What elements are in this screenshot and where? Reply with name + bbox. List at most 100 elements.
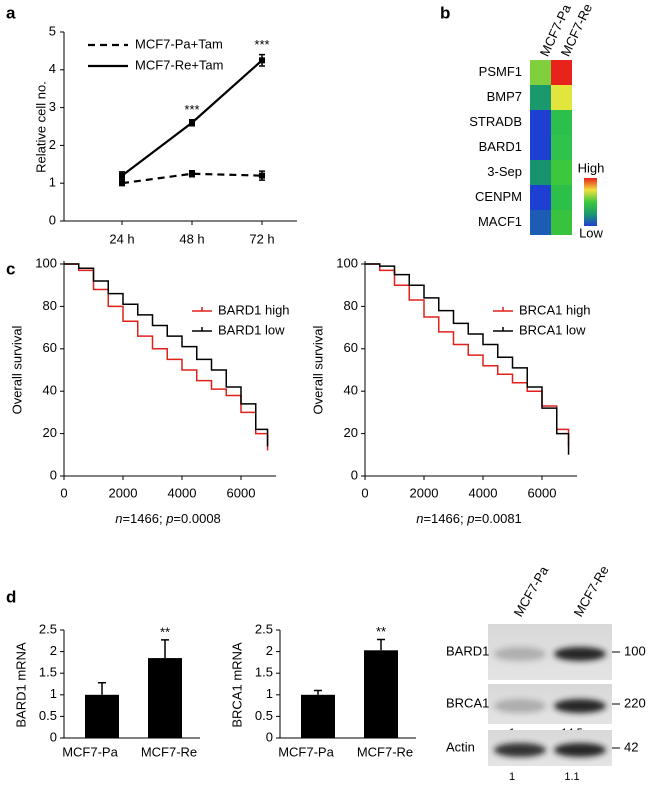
note-part: =1466;: [122, 511, 166, 526]
y-tick-label: 3: [49, 99, 56, 114]
y-tick-label: 0.5: [255, 708, 273, 723]
y-tick-label: 20: [344, 425, 358, 440]
note-part: p: [466, 511, 474, 526]
error-bar: [161, 639, 169, 659]
x-tick-label: 2000: [109, 485, 138, 500]
heatmap-cell: [530, 185, 551, 210]
y-tick-label: 2.5: [39, 621, 57, 636]
x-tick-label: 6000: [528, 485, 557, 500]
legend-label: BARD1 low: [218, 322, 285, 337]
row-label: Actin: [446, 739, 475, 754]
x-tick-label: 2000: [410, 485, 439, 500]
row-label: 3-Sep: [487, 164, 522, 179]
legend-label: BARD1 high: [218, 302, 290, 317]
y-tick-label: 80: [344, 298, 358, 313]
y-tick-label: 80: [43, 298, 57, 313]
significance: **: [376, 624, 386, 639]
legend-label: BRCA1 high: [519, 302, 591, 317]
y-tick-label: 0: [50, 467, 57, 482]
legend-label: MCF7-Re+Tam: [135, 57, 224, 72]
panel-label: a: [6, 3, 16, 22]
blot-band: [554, 647, 606, 661]
x-tick-label: MCF7-Re: [357, 744, 413, 759]
significance: ***: [254, 37, 269, 52]
data-point: [119, 172, 125, 179]
x-tick-label: 24 h: [109, 231, 134, 246]
survival-curve: [64, 263, 269, 451]
x-tick-label: 6000: [227, 485, 256, 500]
y-tick-label: 60: [43, 340, 57, 355]
y-tick-label: 1: [50, 686, 57, 701]
y-tick-label: 2: [266, 643, 273, 658]
scale-label: Low: [579, 225, 603, 240]
bar: [364, 650, 398, 738]
x-tick-label: 4000: [168, 485, 197, 500]
y-tick-label: 2.5: [255, 621, 273, 636]
x-tick-label: MCF7-Pa: [62, 744, 118, 759]
note-part: n: [115, 511, 122, 526]
y-tick-label: 1.5: [39, 665, 57, 680]
panel-label: b: [440, 3, 450, 22]
legend-label: BRCA1 low: [519, 322, 586, 337]
x-tick-label: 4000: [469, 485, 498, 500]
bar: [148, 658, 182, 738]
note-part: =1466;: [423, 511, 467, 526]
heatmap-cell: [530, 60, 551, 85]
error-bar: [98, 681, 106, 695]
heatmap-cell: [551, 210, 572, 235]
heatmap-cell: [530, 110, 551, 135]
x-tick-label: 0: [60, 485, 67, 500]
y-tick-label: 2: [49, 137, 56, 152]
y-tick-label: 2: [50, 643, 57, 658]
panel-label: d: [6, 587, 16, 606]
y-tick-label: 100: [35, 255, 57, 270]
legend-label: MCF7-Pa+Tam: [135, 36, 223, 51]
survival-curve: [365, 263, 570, 455]
series-line: [121, 59, 263, 177]
x-tick-label: MCF7-Pa: [278, 744, 334, 759]
heatmap-cell: [551, 110, 572, 135]
y-tick-label: 0.5: [39, 708, 57, 723]
row-label: PSMF1: [479, 64, 522, 79]
note-part: n: [416, 511, 423, 526]
row-label: BARD1: [479, 139, 522, 154]
y-tick-label: 0: [351, 467, 358, 482]
marker-label: 220: [624, 695, 646, 710]
y-axis-label: Relative cell no.: [33, 81, 48, 173]
row-label: CENPM: [475, 189, 522, 204]
bar: [301, 694, 335, 738]
data-point: [259, 57, 265, 64]
significance: **: [160, 624, 170, 639]
y-axis-label: BRCA1 mRNA: [229, 642, 244, 728]
y-tick-label: 0: [49, 212, 56, 227]
row-label: BRCA1: [446, 695, 489, 710]
note-part: =0.0081: [474, 511, 521, 526]
blot-band: [494, 743, 546, 757]
row-label: MACF1: [478, 214, 522, 229]
y-tick-label: 4: [49, 61, 56, 76]
heatmap-cell: [551, 185, 572, 210]
y-axis-label: BARD1 mRNA: [13, 642, 28, 728]
heatmap-cell: [530, 210, 551, 235]
blot-band: [554, 743, 606, 757]
y-tick-label: 1: [266, 686, 273, 701]
survival-curve: [64, 263, 269, 447]
significance: ***: [184, 102, 199, 117]
row-label: STRADB: [469, 114, 522, 129]
statistics-note: n=1466; p=0.0008: [115, 511, 221, 526]
data-point: [189, 170, 195, 177]
blot-band: [494, 699, 546, 713]
error-bar: [314, 689, 322, 695]
scale-label: High: [578, 160, 605, 175]
bar: [85, 694, 119, 738]
heatmap-cell: [551, 135, 572, 160]
blot-band: [494, 647, 546, 661]
y-axis-label: Overall survival: [9, 325, 24, 414]
heatmap-cell: [551, 160, 572, 185]
y-tick-label: 5: [49, 23, 56, 38]
marker-label: 100: [624, 643, 646, 658]
heatmap-cell: [530, 135, 551, 160]
blot-band: [554, 699, 606, 713]
data-point: [119, 180, 125, 187]
